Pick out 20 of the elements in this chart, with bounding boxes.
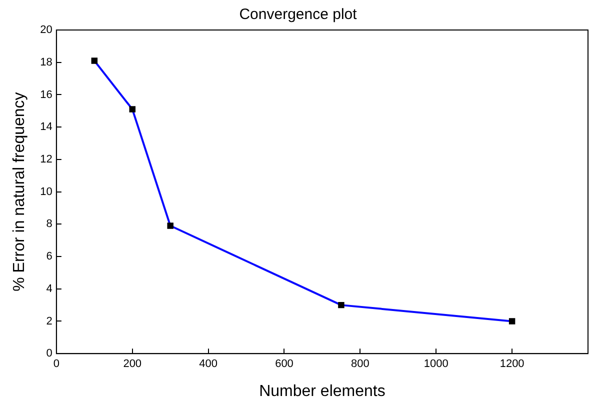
chart-title: Convergence plot — [239, 6, 358, 24]
x-tick-label: 1000 — [424, 358, 448, 370]
x-tick-label: 400 — [199, 358, 218, 370]
y-tick-label: 20 — [40, 24, 52, 36]
y-tick-label: 10 — [40, 186, 52, 198]
y-tick-label: 8 — [46, 218, 52, 230]
x-tick-label: 200 — [123, 358, 142, 370]
y-tick-label: 16 — [40, 88, 52, 101]
y-tick-label: 2 — [46, 315, 52, 328]
y-tick-label: 18 — [40, 56, 52, 68]
y-tick-label: 6 — [46, 250, 52, 263]
x-tick-label: 1200 — [500, 358, 524, 370]
x-tick-label: 800 — [351, 358, 370, 370]
y-axis-title: % Error in natural frequency — [11, 92, 28, 292]
x-tick-label: 600 — [275, 358, 294, 370]
y-tick-label: 4 — [46, 282, 52, 295]
x-axis-title: Number elements — [259, 382, 386, 400]
y-tick-label: 12 — [40, 153, 52, 166]
y-tick-label: 14 — [40, 121, 52, 134]
y-tick-label: 0 — [46, 348, 52, 360]
